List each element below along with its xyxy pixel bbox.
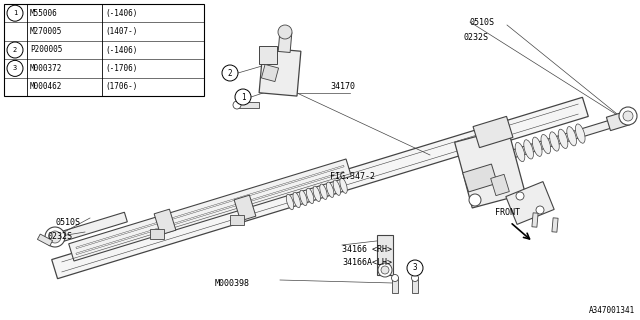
Ellipse shape	[524, 140, 533, 159]
Ellipse shape	[469, 194, 481, 206]
Ellipse shape	[286, 194, 294, 210]
Ellipse shape	[515, 142, 525, 162]
Circle shape	[7, 5, 23, 21]
Polygon shape	[463, 164, 497, 192]
Polygon shape	[259, 48, 301, 96]
Text: M270005: M270005	[30, 27, 62, 36]
Ellipse shape	[550, 132, 559, 151]
Text: P200005: P200005	[30, 45, 62, 54]
Text: A347001341: A347001341	[589, 306, 635, 315]
Ellipse shape	[575, 124, 585, 143]
Ellipse shape	[233, 101, 241, 109]
Ellipse shape	[320, 184, 327, 199]
Polygon shape	[491, 174, 509, 196]
Polygon shape	[506, 182, 554, 224]
Circle shape	[407, 260, 423, 276]
Ellipse shape	[313, 186, 321, 202]
Text: M55006: M55006	[30, 9, 58, 18]
Polygon shape	[261, 64, 278, 82]
Polygon shape	[392, 277, 398, 293]
Polygon shape	[412, 277, 418, 293]
Polygon shape	[37, 234, 52, 246]
Circle shape	[235, 89, 251, 105]
Text: 0232S: 0232S	[463, 33, 488, 42]
Ellipse shape	[567, 127, 577, 146]
Polygon shape	[230, 215, 244, 225]
Text: 1: 1	[241, 92, 245, 101]
Polygon shape	[606, 111, 630, 131]
Text: 34166A<LH>: 34166A<LH>	[342, 258, 392, 267]
Ellipse shape	[293, 192, 300, 208]
Circle shape	[222, 65, 238, 81]
Text: FIG.347-2: FIG.347-2	[330, 172, 375, 181]
Ellipse shape	[340, 178, 348, 193]
Polygon shape	[377, 235, 393, 275]
Text: FRONT: FRONT	[495, 208, 520, 217]
Ellipse shape	[326, 182, 334, 197]
Text: 2: 2	[13, 47, 17, 53]
Ellipse shape	[381, 266, 389, 274]
Text: (1706-): (1706-)	[105, 82, 138, 91]
Ellipse shape	[558, 129, 568, 148]
Ellipse shape	[516, 192, 524, 200]
Text: 0232S: 0232S	[48, 232, 73, 241]
Polygon shape	[454, 128, 525, 208]
Text: 3: 3	[13, 65, 17, 71]
Ellipse shape	[45, 227, 65, 247]
Polygon shape	[52, 97, 588, 279]
Text: (1407-): (1407-)	[105, 27, 138, 36]
Text: 0510S: 0510S	[55, 218, 80, 227]
Text: 34170: 34170	[330, 82, 355, 91]
Text: (-1406): (-1406)	[105, 9, 138, 18]
Ellipse shape	[378, 263, 392, 277]
Polygon shape	[259, 46, 277, 64]
Ellipse shape	[619, 107, 637, 125]
Polygon shape	[154, 209, 176, 235]
Polygon shape	[234, 195, 256, 221]
Polygon shape	[532, 213, 538, 227]
Text: 3: 3	[413, 263, 417, 273]
Polygon shape	[278, 31, 292, 52]
Polygon shape	[473, 116, 513, 148]
Circle shape	[7, 42, 23, 58]
Text: 1: 1	[13, 10, 17, 16]
Ellipse shape	[300, 190, 307, 206]
Ellipse shape	[532, 137, 542, 156]
Text: 0510S: 0510S	[470, 18, 495, 27]
Polygon shape	[52, 212, 127, 244]
Polygon shape	[150, 229, 164, 239]
Polygon shape	[237, 102, 259, 108]
Text: (-1706): (-1706)	[105, 64, 138, 73]
Ellipse shape	[392, 275, 399, 282]
Polygon shape	[506, 116, 623, 159]
Text: 2: 2	[228, 68, 232, 77]
Ellipse shape	[541, 134, 550, 154]
Ellipse shape	[333, 180, 340, 196]
Bar	[4, 4, 204, 96]
Ellipse shape	[307, 188, 314, 204]
Ellipse shape	[623, 111, 633, 121]
Polygon shape	[68, 159, 351, 261]
Text: M000398: M000398	[215, 279, 250, 288]
Text: M000372: M000372	[30, 64, 62, 73]
Polygon shape	[552, 218, 558, 232]
Ellipse shape	[536, 206, 544, 214]
Ellipse shape	[278, 25, 292, 39]
Text: (-1406): (-1406)	[105, 45, 138, 54]
Ellipse shape	[412, 275, 419, 282]
Ellipse shape	[49, 231, 61, 243]
Circle shape	[7, 60, 23, 76]
Text: 34166 <RH>: 34166 <RH>	[342, 245, 392, 254]
Text: M000462: M000462	[30, 82, 62, 91]
